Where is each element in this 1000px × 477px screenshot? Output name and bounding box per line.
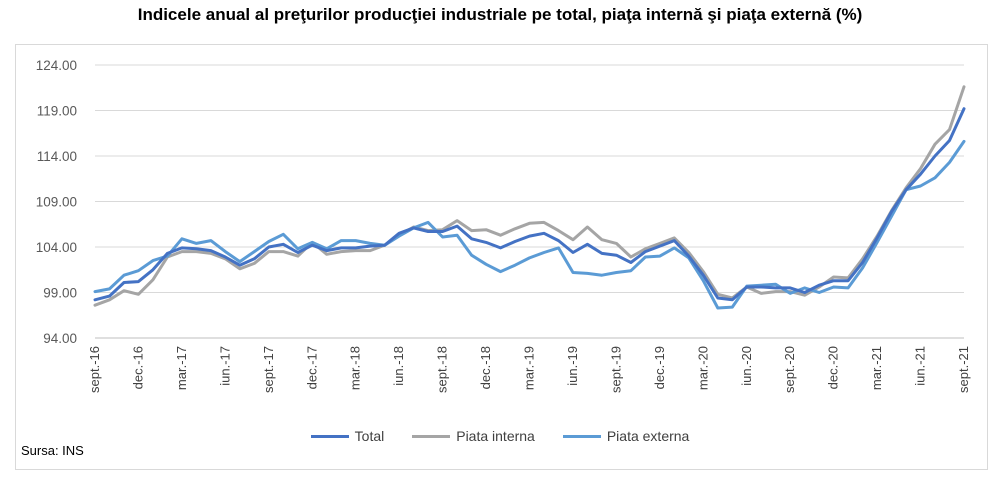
x-tick-label: dec.-17	[304, 346, 319, 389]
x-tick-label: iun.-17	[217, 346, 232, 386]
y-tick-label: 114.00	[37, 149, 77, 164]
x-axis-ticks: sept.-16 dec.-16 mar.-17 iun.-17 sept.-17 dec…	[87, 346, 971, 393]
chart-frame	[15, 44, 988, 470]
y-tick-label: 124.00	[36, 58, 77, 73]
x-tick-label: dec.-18	[478, 346, 493, 389]
y-tick-label: 104.00	[36, 240, 77, 255]
x-tick-label: mar.-19	[522, 346, 537, 390]
x-tick-label: sept.-20	[782, 346, 797, 393]
legend-label-total: Total	[354, 428, 385, 444]
legend-label-piata-interna: Piata interna	[456, 428, 535, 444]
x-tick-label: sept.-16	[87, 346, 102, 393]
legend-swatch-piata-externa	[562, 434, 601, 438]
chart-title: Indicele anual al preţurilor producţiei …	[137, 5, 863, 24]
x-tick-label: mar.-18	[348, 346, 363, 390]
y-axis-ticks: 94.00 99.00 104.00 109.00 114.00 119.00 124.00	[36, 58, 77, 346]
gridlines	[95, 64, 964, 339]
x-tick-label: sept.-17	[261, 346, 276, 393]
legend: Total Piata interna Piata externa	[0, 428, 1000, 444]
legend-item-piata-externa: Piata externa	[562, 428, 690, 444]
x-tick-label: sept.-21	[956, 346, 971, 393]
x-tick-label: dec.-16	[130, 346, 145, 389]
x-tick-label: sept.-19	[608, 346, 623, 393]
x-tick-label: mar.-21	[869, 346, 884, 390]
source-note: Sursa: INS	[21, 443, 84, 458]
legend-label-piata-externa: Piata externa	[606, 428, 690, 444]
x-tick-label: dec.-19	[652, 346, 667, 389]
x-tick-label: sept.-18	[435, 346, 450, 393]
y-tick-label: 99.00	[43, 286, 77, 301]
y-tick-label: 119.00	[37, 104, 77, 119]
legend-item-total: Total	[310, 428, 385, 444]
series-line-piata-externa	[93, 139, 966, 310]
x-tick-label: dec.-20	[826, 346, 841, 389]
series-lines	[93, 85, 966, 310]
legend-item-piata-interna: Piata interna	[412, 428, 535, 444]
series-line-total	[93, 107, 966, 302]
y-tick-label: 109.00	[36, 195, 77, 210]
x-tick-label: iun.-20	[739, 346, 754, 386]
x-tick-label: iun.-21	[913, 346, 928, 386]
legend-swatch-piata-interna	[412, 434, 451, 438]
series-line-piata-interna	[93, 85, 966, 307]
y-tick-label: 94.00	[43, 331, 77, 346]
x-tick-label: iun.-18	[391, 346, 406, 386]
x-tick-label: iun.-19	[565, 346, 580, 386]
x-tick-label: mar.-17	[174, 346, 189, 390]
legend-swatch-total	[310, 434, 349, 438]
x-tick-label: mar.-20	[695, 346, 710, 390]
